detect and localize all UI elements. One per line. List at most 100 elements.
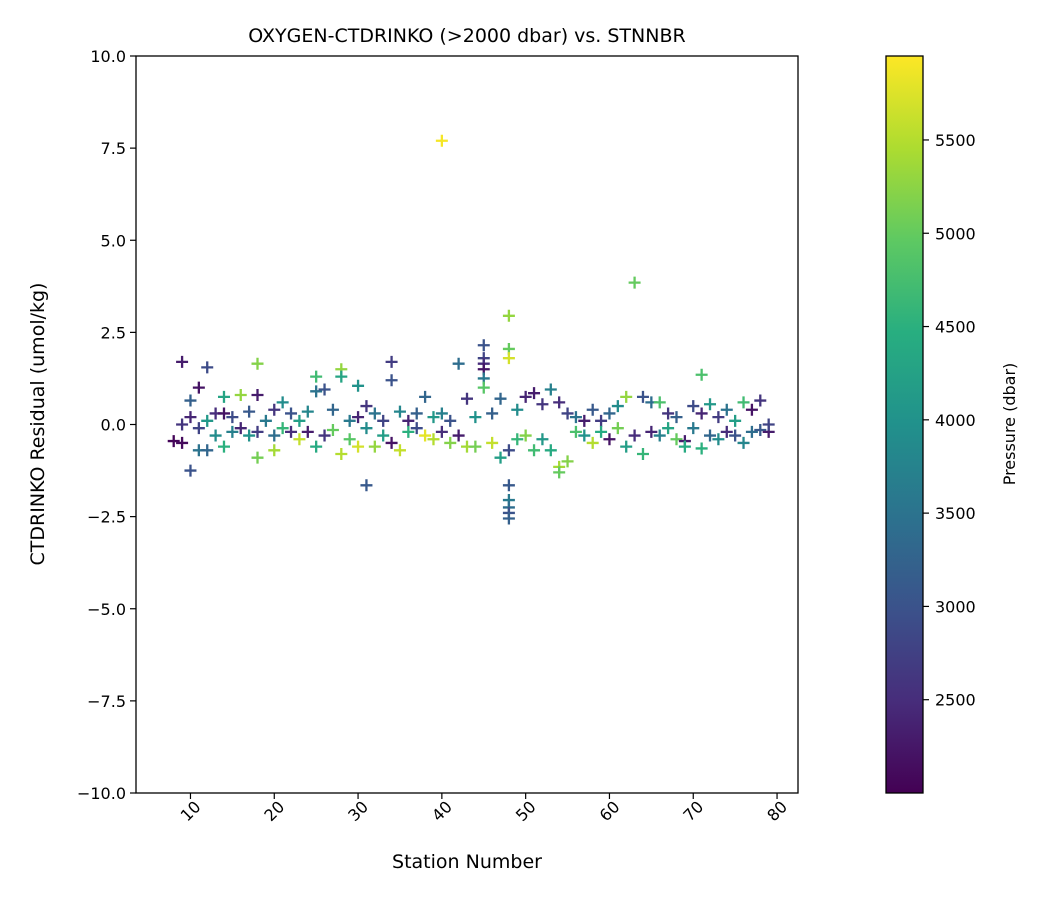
scatter-point bbox=[310, 385, 323, 398]
scatter-point bbox=[285, 425, 298, 438]
x-tick-label: 40 bbox=[428, 797, 456, 825]
scatter-point bbox=[494, 451, 507, 464]
scatter-point bbox=[477, 339, 490, 352]
scatter-point bbox=[611, 422, 624, 435]
scatter-point bbox=[301, 425, 314, 438]
scatter-point bbox=[595, 425, 608, 438]
scatter-point bbox=[519, 429, 532, 442]
scatter-point bbox=[544, 444, 557, 457]
scatter-point bbox=[293, 433, 306, 446]
scatter-point bbox=[528, 444, 541, 457]
scatter-point bbox=[335, 370, 348, 383]
scatter-point bbox=[754, 394, 767, 407]
scatter-point bbox=[435, 407, 448, 420]
scatter-point bbox=[620, 440, 633, 453]
colorbar-tick-label: 5000 bbox=[935, 224, 976, 243]
scatter-point bbox=[452, 357, 465, 370]
scatter-point bbox=[704, 398, 717, 411]
y-tick-label: 0.0 bbox=[101, 416, 126, 435]
scatter-point bbox=[360, 422, 373, 435]
scatter-point bbox=[368, 440, 381, 453]
scatter-point bbox=[653, 396, 666, 409]
scatter-point bbox=[226, 425, 239, 438]
scatter-point bbox=[620, 390, 633, 403]
scatter-point bbox=[427, 433, 440, 446]
scatter-point bbox=[494, 392, 507, 405]
scatter-point bbox=[435, 134, 448, 147]
scatter-point bbox=[310, 440, 323, 453]
scatter-point bbox=[192, 381, 205, 394]
scatter-point bbox=[452, 429, 465, 442]
scatter-point bbox=[352, 379, 365, 392]
y-tick-label: −2.5 bbox=[87, 508, 126, 527]
colorbar-tick-label: 2500 bbox=[935, 691, 976, 710]
x-tick-label: 10 bbox=[177, 797, 205, 825]
y-tick-label: 5.0 bbox=[101, 231, 126, 250]
scatter-point bbox=[729, 414, 742, 427]
y-tick-label: −5.0 bbox=[87, 600, 126, 619]
scatter-point bbox=[259, 414, 272, 427]
scatter-point bbox=[234, 389, 247, 402]
scatter-point bbox=[201, 444, 214, 457]
scatter-point bbox=[586, 403, 599, 416]
scatter-point bbox=[419, 429, 432, 442]
scatter-point bbox=[385, 436, 398, 449]
scatter-point bbox=[745, 403, 758, 416]
scatter-point bbox=[268, 429, 281, 442]
scatter-point bbox=[695, 368, 708, 381]
scatter-point bbox=[427, 411, 440, 424]
scatter-point bbox=[201, 361, 214, 374]
chart-title: OXYGEN-CTDRINKO (>2000 dbar) vs. STNNBR bbox=[248, 25, 685, 47]
scatter-point bbox=[444, 414, 457, 427]
x-tick-label: 60 bbox=[596, 797, 624, 825]
plot-frame bbox=[135, 55, 799, 794]
scatter-point bbox=[628, 276, 641, 289]
scatter-point bbox=[251, 357, 264, 370]
scatter-point bbox=[670, 411, 683, 424]
scatter-point bbox=[695, 442, 708, 455]
scatter-point bbox=[486, 436, 499, 449]
scatter-point bbox=[301, 405, 314, 418]
scatter-point bbox=[536, 433, 549, 446]
scatter-point bbox=[234, 422, 247, 435]
scatter-point bbox=[645, 425, 658, 438]
scatter-point bbox=[251, 451, 264, 464]
scatter-point bbox=[377, 414, 390, 427]
scatter-point bbox=[192, 422, 205, 435]
scatter-point bbox=[737, 396, 750, 409]
y-axis-label: CTDRINKO Residual (umol/kg) bbox=[27, 283, 49, 566]
scatter-point bbox=[243, 429, 256, 442]
scatter-point bbox=[176, 355, 189, 368]
scatter-point bbox=[243, 405, 256, 418]
scatter-point bbox=[268, 403, 281, 416]
scatter-points bbox=[167, 134, 775, 525]
scatter-point bbox=[511, 403, 524, 416]
y-tick-label: 10.0 bbox=[90, 47, 126, 66]
scatter-point bbox=[393, 405, 406, 418]
scatter-point bbox=[461, 392, 473, 405]
scatter-point bbox=[519, 390, 532, 403]
scatter-point bbox=[653, 429, 666, 442]
scatter-point bbox=[217, 390, 230, 403]
scatter-point bbox=[326, 403, 339, 416]
x-axis-label: Station Number bbox=[392, 851, 542, 873]
scatter-point bbox=[670, 433, 683, 446]
scatter-point bbox=[687, 400, 700, 413]
scatter-point bbox=[745, 425, 758, 438]
scatter-point bbox=[469, 440, 482, 453]
scatter-point bbox=[687, 422, 700, 435]
scatter-point bbox=[469, 411, 482, 424]
scatter-point bbox=[762, 418, 775, 431]
scatter-point bbox=[502, 352, 515, 365]
scatter-point bbox=[502, 309, 515, 322]
x-tick-label: 70 bbox=[679, 797, 707, 825]
scatter-point bbox=[184, 394, 197, 407]
scatter-point bbox=[586, 436, 599, 449]
scatter-point bbox=[662, 422, 675, 435]
scatter-point bbox=[502, 444, 515, 457]
y-tick-label: 2.5 bbox=[101, 323, 126, 342]
scatter-point bbox=[419, 390, 432, 403]
scatter-point bbox=[251, 425, 264, 438]
scatter-point bbox=[360, 400, 373, 413]
